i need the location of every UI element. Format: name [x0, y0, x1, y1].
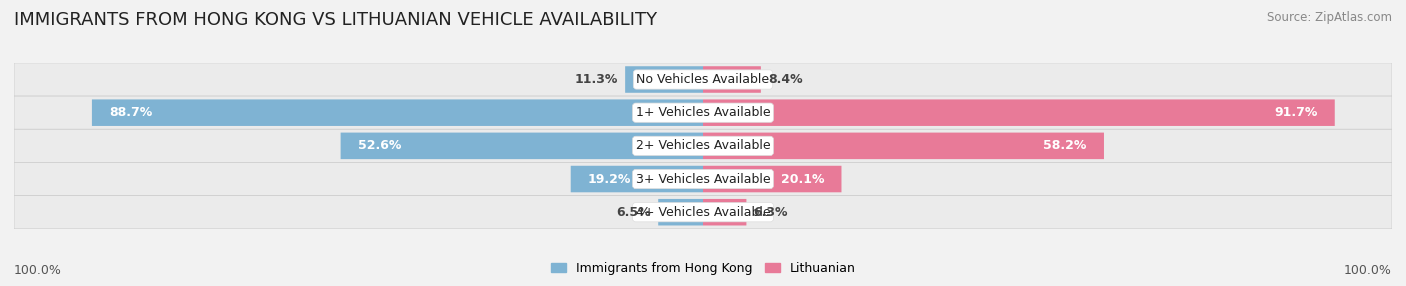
FancyBboxPatch shape: [703, 66, 761, 93]
Text: 3+ Vehicles Available: 3+ Vehicles Available: [636, 172, 770, 186]
FancyBboxPatch shape: [91, 100, 703, 126]
Text: 8.4%: 8.4%: [768, 73, 803, 86]
Text: 6.5%: 6.5%: [617, 206, 651, 219]
FancyBboxPatch shape: [703, 199, 747, 225]
FancyBboxPatch shape: [703, 166, 841, 192]
Legend: Immigrants from Hong Kong, Lithuanian: Immigrants from Hong Kong, Lithuanian: [546, 257, 860, 280]
Text: 2+ Vehicles Available: 2+ Vehicles Available: [636, 139, 770, 152]
Text: 58.2%: 58.2%: [1043, 139, 1087, 152]
FancyBboxPatch shape: [14, 196, 1392, 229]
Text: 11.3%: 11.3%: [575, 73, 619, 86]
FancyBboxPatch shape: [571, 166, 703, 192]
Text: 1+ Vehicles Available: 1+ Vehicles Available: [636, 106, 770, 119]
Text: 6.3%: 6.3%: [754, 206, 787, 219]
FancyBboxPatch shape: [14, 129, 1392, 162]
Text: 19.2%: 19.2%: [588, 172, 631, 186]
Text: 91.7%: 91.7%: [1274, 106, 1317, 119]
FancyBboxPatch shape: [14, 162, 1392, 196]
FancyBboxPatch shape: [703, 133, 1104, 159]
Text: 100.0%: 100.0%: [1344, 265, 1392, 277]
Text: 88.7%: 88.7%: [110, 106, 152, 119]
Text: 100.0%: 100.0%: [14, 265, 62, 277]
FancyBboxPatch shape: [658, 199, 703, 225]
FancyBboxPatch shape: [626, 66, 703, 93]
Text: No Vehicles Available: No Vehicles Available: [637, 73, 769, 86]
Text: 20.1%: 20.1%: [780, 172, 824, 186]
Text: 4+ Vehicles Available: 4+ Vehicles Available: [636, 206, 770, 219]
FancyBboxPatch shape: [14, 96, 1392, 129]
FancyBboxPatch shape: [340, 133, 703, 159]
Text: IMMIGRANTS FROM HONG KONG VS LITHUANIAN VEHICLE AVAILABILITY: IMMIGRANTS FROM HONG KONG VS LITHUANIAN …: [14, 11, 657, 29]
FancyBboxPatch shape: [14, 63, 1392, 96]
Text: Source: ZipAtlas.com: Source: ZipAtlas.com: [1267, 11, 1392, 24]
FancyBboxPatch shape: [703, 100, 1334, 126]
Text: 52.6%: 52.6%: [359, 139, 401, 152]
